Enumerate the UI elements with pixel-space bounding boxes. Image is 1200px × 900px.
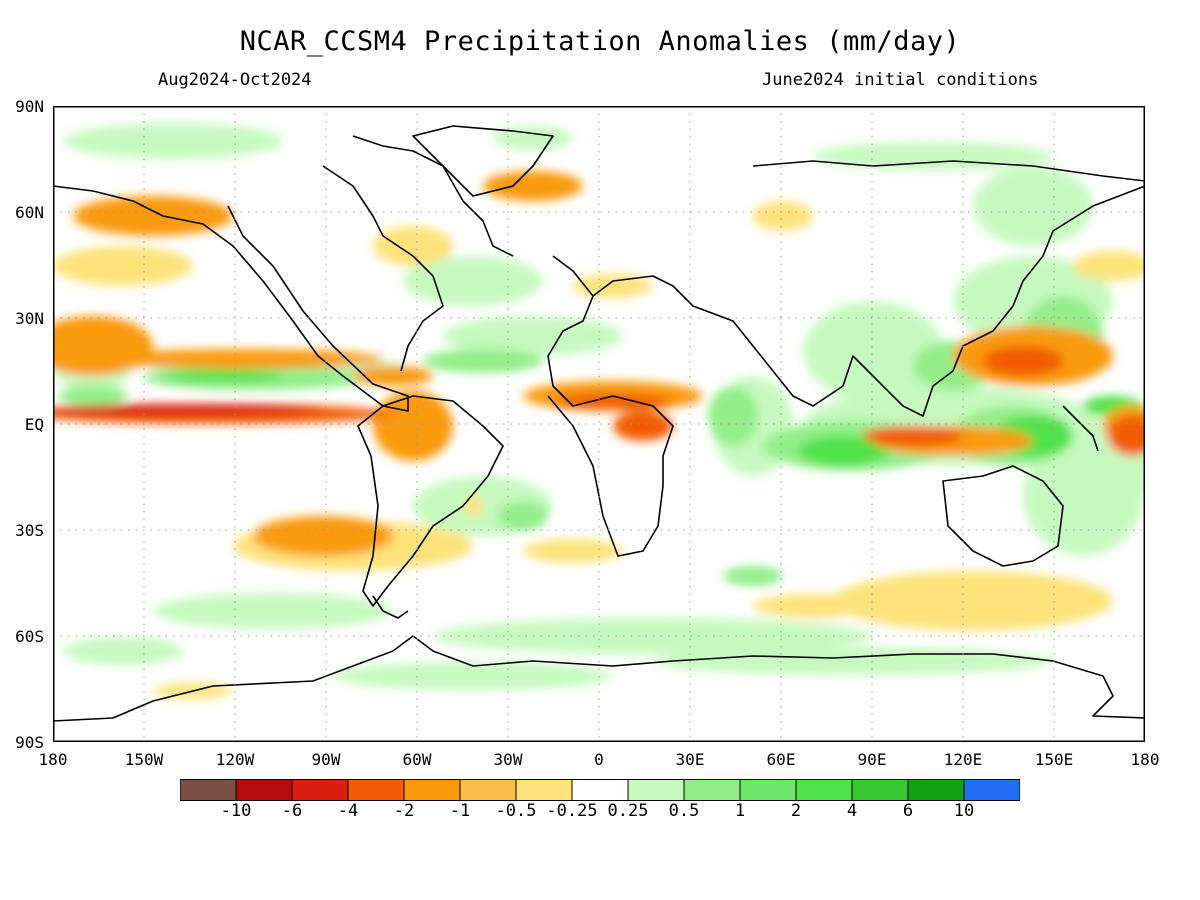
colorbar-swatch	[180, 779, 237, 801]
dry-extreme-fields	[53, 404, 323, 416]
forecast-period-label: Aug2024-Oct2024	[158, 70, 312, 90]
colorbar-swatch	[291, 779, 349, 801]
colorbar-swatch	[907, 779, 965, 801]
colorbar-label: 1	[734, 801, 746, 821]
colorbar-swatch	[571, 779, 629, 801]
graticule	[53, 106, 1145, 742]
colorbar-label: -10	[220, 801, 252, 821]
colorbar-label: -0.25	[546, 801, 598, 821]
colorbar-label: -1	[449, 801, 471, 821]
colorbar-swatch	[459, 779, 517, 801]
colorbar-swatch	[515, 779, 573, 801]
lon-label-0: 0	[594, 750, 604, 769]
lon-label-150e: 150E	[1034, 750, 1074, 769]
colorbar-label: -2	[393, 801, 415, 821]
precipitation-anomaly-map	[53, 106, 1145, 742]
colorbar-label: -6	[281, 801, 303, 821]
lon-label-180w: 180	[38, 750, 68, 769]
lat-label-90s: 90S	[15, 733, 44, 752]
colorbar-label: 10	[953, 801, 975, 821]
colorbar-label: 4	[846, 801, 858, 821]
map-frame	[53, 106, 1145, 742]
colorbar-label: 0.5	[668, 801, 700, 821]
lon-label-30e: 30E	[675, 750, 705, 769]
colorbar-label: -0.5	[495, 801, 537, 821]
lat-label-90n: 90N	[15, 97, 44, 116]
lat-label-60n: 60N	[15, 203, 44, 222]
lon-label-90w: 90W	[311, 750, 341, 769]
initial-conditions-label: June2024 initial conditions	[762, 70, 1039, 90]
colorbar-swatch	[347, 779, 405, 801]
lat-label-30s: 30S	[15, 521, 44, 540]
colorbar-swatch	[795, 779, 853, 801]
colorbar-swatch	[235, 779, 293, 801]
colorbar-swatch	[683, 779, 741, 801]
colorbar-swatch	[403, 779, 461, 801]
lon-label-90e: 90E	[857, 750, 887, 769]
colorbar-label: 2	[790, 801, 802, 821]
colorbar-label: 0.25	[607, 801, 649, 821]
lon-label-30w: 30W	[493, 750, 523, 769]
lat-label-60s: 60S	[15, 627, 44, 646]
lon-label-60e: 60E	[766, 750, 796, 769]
colorbar	[180, 779, 1020, 801]
lat-label-30n: 30N	[15, 309, 44, 328]
lat-label-eq: EQ	[24, 415, 44, 434]
colorbar-label: 6	[902, 801, 914, 821]
lon-label-120w: 120W	[215, 750, 255, 769]
lon-label-150w: 150W	[124, 750, 164, 769]
colorbar-swatch	[963, 779, 1020, 801]
lon-label-180e: 180	[1130, 750, 1160, 769]
lon-label-60w: 60W	[402, 750, 432, 769]
lon-label-120e: 120E	[943, 750, 983, 769]
colorbar-swatch	[739, 779, 797, 801]
coastlines	[53, 125, 1145, 722]
map-title: NCAR_CCSM4 Precipitation Anomalies (mm/d…	[239, 26, 961, 57]
colorbar-swatch	[627, 779, 685, 801]
colorbar-swatch	[851, 779, 909, 801]
colorbar-label: -4	[337, 801, 359, 821]
